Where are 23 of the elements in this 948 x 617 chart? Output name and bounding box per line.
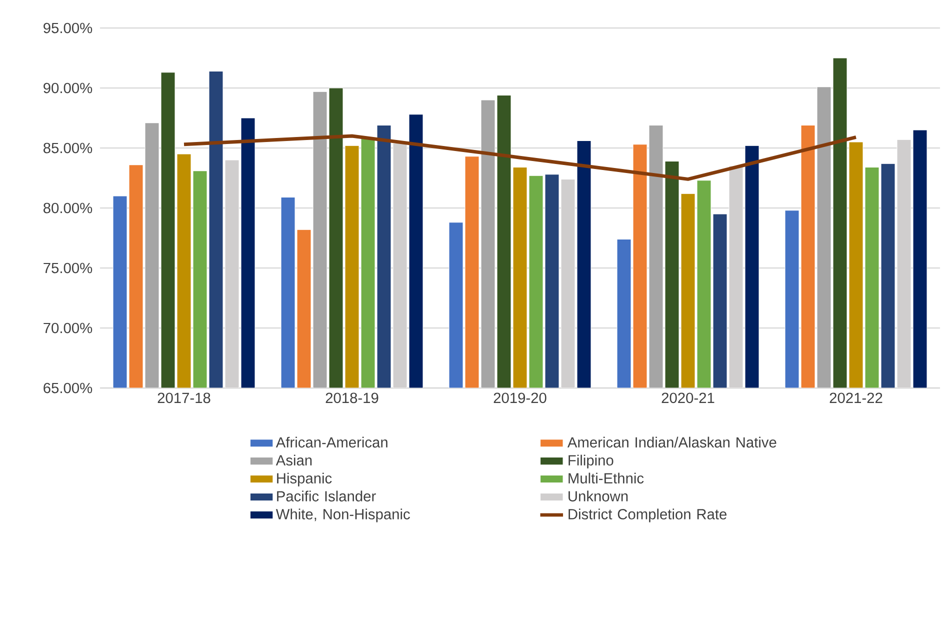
- y-tick-label: 75.00%: [44, 262, 92, 274]
- y-tick-label: 90.00%: [44, 82, 92, 94]
- y-tick-label: 65.00%: [44, 382, 92, 394]
- legend-label: White, Non-Hispanic: [276, 508, 410, 522]
- legend-label: Filipino: [568, 454, 614, 468]
- legend-label: Unknown: [568, 490, 628, 502]
- y-tick-label: 95.00%: [44, 22, 92, 34]
- line-series: [182, 134, 858, 181]
- x-tick-label: 2020-21: [662, 392, 714, 403]
- x-tick-label: 2019-20: [494, 392, 546, 403]
- legend-label: Asian: [276, 454, 312, 466]
- x-tick-label: 2021-22: [830, 392, 882, 403]
- legend-label: Pacific Islander: [277, 490, 376, 502]
- x-tick-label: 2017-18: [158, 392, 210, 403]
- legend-label: Hispanic: [277, 472, 332, 486]
- legend-label: District Completion Rate: [568, 508, 726, 522]
- y-tick-label: 85.00%: [44, 142, 92, 154]
- y-tick-label: 80.00%: [44, 202, 92, 214]
- y-tick-label: 70.00%: [44, 322, 92, 334]
- legend-label: Multi-Ethnic: [568, 472, 644, 484]
- legend-label: American Indian/Alaskan Native: [567, 436, 776, 448]
- x-tick-label: 2018-19: [326, 392, 378, 403]
- legend-label: African-American: [276, 436, 388, 448]
